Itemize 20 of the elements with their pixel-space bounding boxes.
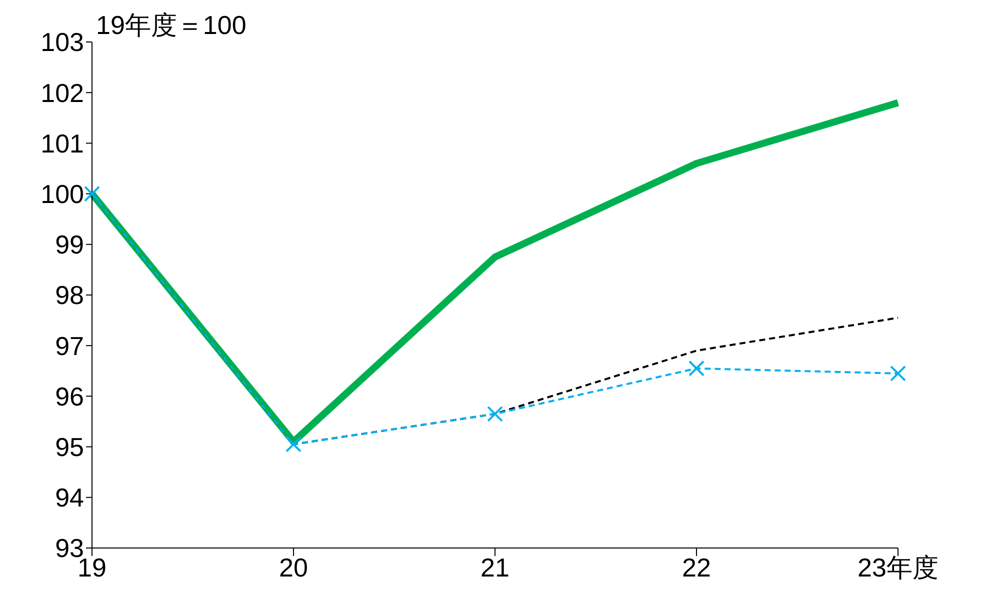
x-tick-label: 21 — [480, 552, 510, 582]
y-tick-label: 101 — [40, 128, 84, 158]
y-tick-label: 96 — [55, 381, 84, 412]
point — [286, 436, 302, 452]
y-tick-label: 98 — [55, 280, 84, 310]
y-axis-title: 19年度＝100 — [96, 10, 246, 40]
point — [84, 186, 100, 202]
y-tick-label: 103 — [40, 27, 84, 58]
x-tick-label: 20 — [279, 552, 308, 582]
y-tick-label: 99 — [55, 230, 84, 260]
y-tick-label: 102 — [40, 78, 84, 108]
point — [890, 365, 906, 382]
point — [487, 406, 503, 422]
x-tick-label: 23年度 — [858, 552, 938, 582]
x-tick-label: 22 — [682, 552, 711, 582]
y-tick-label: 94 — [55, 482, 84, 513]
y-tick-label: 97 — [55, 330, 84, 361]
y-tick-label: 100 — [40, 179, 84, 210]
point — [688, 360, 704, 376]
y-tick-label: 95 — [55, 432, 84, 462]
